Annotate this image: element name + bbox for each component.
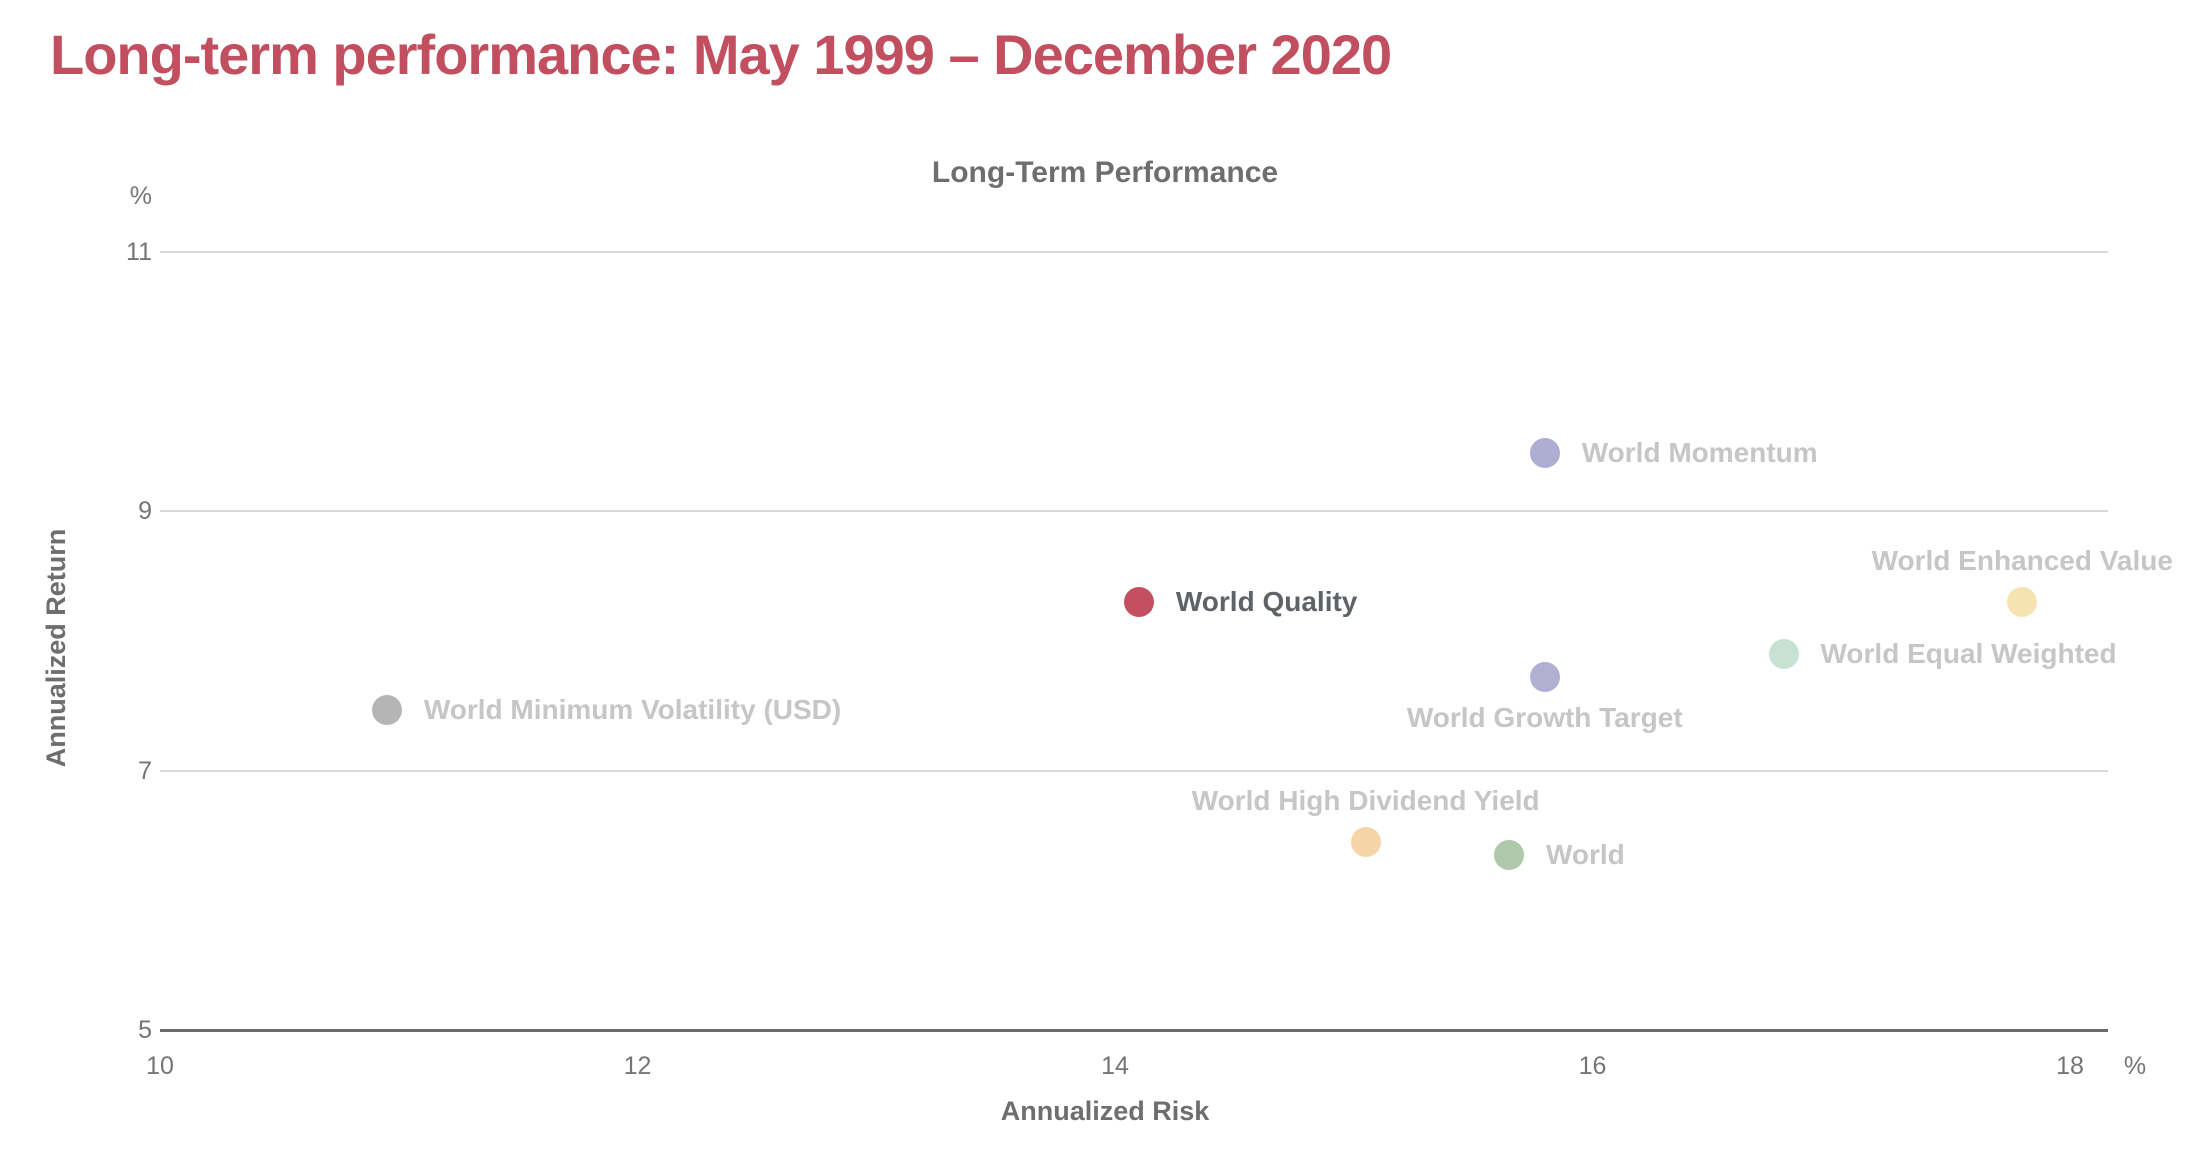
data-point-dot <box>1529 437 1560 468</box>
data-point-dot <box>1123 587 1154 618</box>
y-tick-label: 11 <box>126 238 152 266</box>
x-axis-title: Annualized Risk <box>1000 1096 1210 1126</box>
data-point-dot <box>371 694 402 725</box>
data-point-label: World Enhanced Value <box>1871 545 2173 577</box>
data-point-label: World High Dividend Yield <box>1191 784 1540 816</box>
y-gridline <box>160 510 2108 513</box>
x-axis-unit: % <box>2123 1052 2147 1080</box>
x-axis-line <box>160 1029 2108 1032</box>
data-point-dot <box>1529 662 1560 693</box>
y-tick-label: 5 <box>138 1016 152 1044</box>
x-tick-label: 18 <box>2056 1052 2084 1080</box>
y-gridline <box>160 769 2108 772</box>
x-tick-label: 16 <box>1578 1052 1607 1080</box>
x-tick-label: 14 <box>1101 1052 1129 1080</box>
data-point-label: World Quality <box>1175 586 1358 618</box>
x-tick-label: 12 <box>623 1052 652 1080</box>
data-point-label: World Minimum Volatility (USD) <box>423 693 842 725</box>
page-title: Long-term performance: May 1999 – Decemb… <box>50 23 1392 86</box>
data-point-label: World Momentum <box>1581 436 1818 468</box>
data-point-dot <box>1350 826 1381 857</box>
y-axis-title: Annualized Return <box>41 528 71 768</box>
y-gridline <box>160 251 2108 253</box>
data-point-dot <box>2007 587 2038 618</box>
data-point-label: World Equal Weighted <box>1820 637 2117 669</box>
y-tick-label: 7 <box>138 756 152 785</box>
data-point-label: World <box>1545 838 1625 870</box>
x-tick-label: 10 <box>146 1052 174 1080</box>
y-axis-unit: % <box>129 182 152 210</box>
y-tick-label: 9 <box>138 497 152 526</box>
data-point-dot <box>1493 839 1524 870</box>
data-point-dot <box>1768 638 1799 669</box>
chart-title: Long-Term Performance <box>931 156 1279 189</box>
data-point-label: World Growth Target <box>1406 702 1683 734</box>
